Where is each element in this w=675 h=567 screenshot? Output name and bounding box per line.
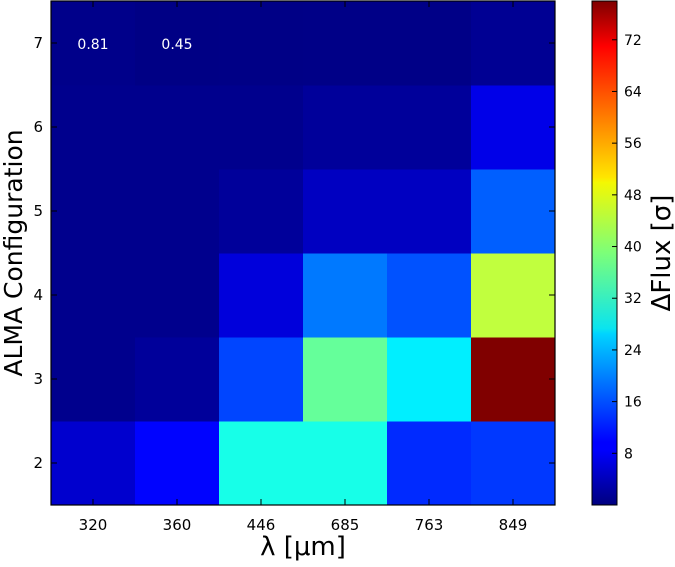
x-axis-ticks: 320 360 446 685 763 849 [79,1,528,534]
heatmap-cell [135,85,220,170]
heatmap-cell [303,421,388,506]
colorbar-tick-label: 8 [624,446,633,462]
heatmap-cell [387,421,472,506]
heatmap-cell [471,1,556,86]
cell-annotation: 0.45 [161,37,192,53]
heatmap-cell [471,337,556,422]
heatmap-cell [51,337,136,422]
heatmap-cell [51,85,136,170]
heatmap-cell [303,1,388,86]
heatmap-cell [303,253,388,338]
colorbar-tick-label: 16 [624,395,642,411]
colorbar-tick-label: 32 [624,291,642,307]
y-tick-label: 3 [33,370,43,388]
heatmap-cell [219,169,304,254]
heatmap-cell [387,1,472,86]
heatmap-cell [387,337,472,422]
x-tick-label: 849 [499,516,528,534]
x-tick-label: 763 [415,516,444,534]
heatmap-cell [387,85,472,170]
heatmap-cell [219,421,304,506]
heatmap-cell [135,337,220,422]
y-tick-label: 2 [33,454,43,472]
colorbar-label: ΔFlux [σ] [647,195,675,312]
colorbar-tick-label: 24 [624,343,642,359]
heatmap-cell [471,85,556,170]
heatmap-cell [471,421,556,506]
heatmap-cell [219,1,304,86]
x-tick-label: 360 [163,516,192,534]
y-tick-label: 5 [33,202,43,220]
y-tick-label: 4 [33,286,43,304]
heatmap-cell [387,169,472,254]
cell-annotation: 0.81 [77,37,108,53]
colorbar-tick-label: 72 [624,33,642,49]
colorbar-tick-label: 56 [624,136,642,152]
y-axis-ticks: 2 3 4 5 6 7 [33,34,555,472]
x-axis-label: λ [μm] [260,532,346,562]
heatmap-annotations: 0.81 0.45 [77,37,192,53]
colorbar-tick-label: 48 [624,188,642,204]
heatmap-cell [303,85,388,170]
colorbar [591,0,618,506]
x-tick-label: 446 [247,516,276,534]
plot-frame [50,0,556,506]
y-tick-label: 7 [33,34,43,52]
heatmap-cell [135,253,220,338]
colorbar-tick-label: 40 [624,240,642,256]
heatmap-cell [135,421,220,506]
colorbar-tick-label: 64 [624,84,642,100]
heatmap-cell [303,169,388,254]
colorbar-ticks: 8 16 24 32 40 48 56 64 72 [612,33,642,462]
heatmap-cell [471,253,556,338]
heatmap-cell [303,337,388,422]
heatmap-cell [135,1,220,86]
heatmap-cell [51,421,136,506]
x-tick-label: 320 [79,516,108,534]
y-tick-label: 6 [33,118,43,136]
heatmap-cells [51,1,556,506]
x-tick-label: 685 [331,516,360,534]
heatmap-cell [51,169,136,254]
heatmap-cell [135,169,220,254]
heatmap-cell [219,85,304,170]
y-axis-label: ALMA Configuration [0,129,28,376]
heatmap-cell [51,1,136,86]
heatmap-cell [219,253,304,338]
heatmap-cell [51,253,136,338]
heatmap-cell [219,337,304,422]
heatmap-cell [471,169,556,254]
heatmap-cell [387,253,472,338]
